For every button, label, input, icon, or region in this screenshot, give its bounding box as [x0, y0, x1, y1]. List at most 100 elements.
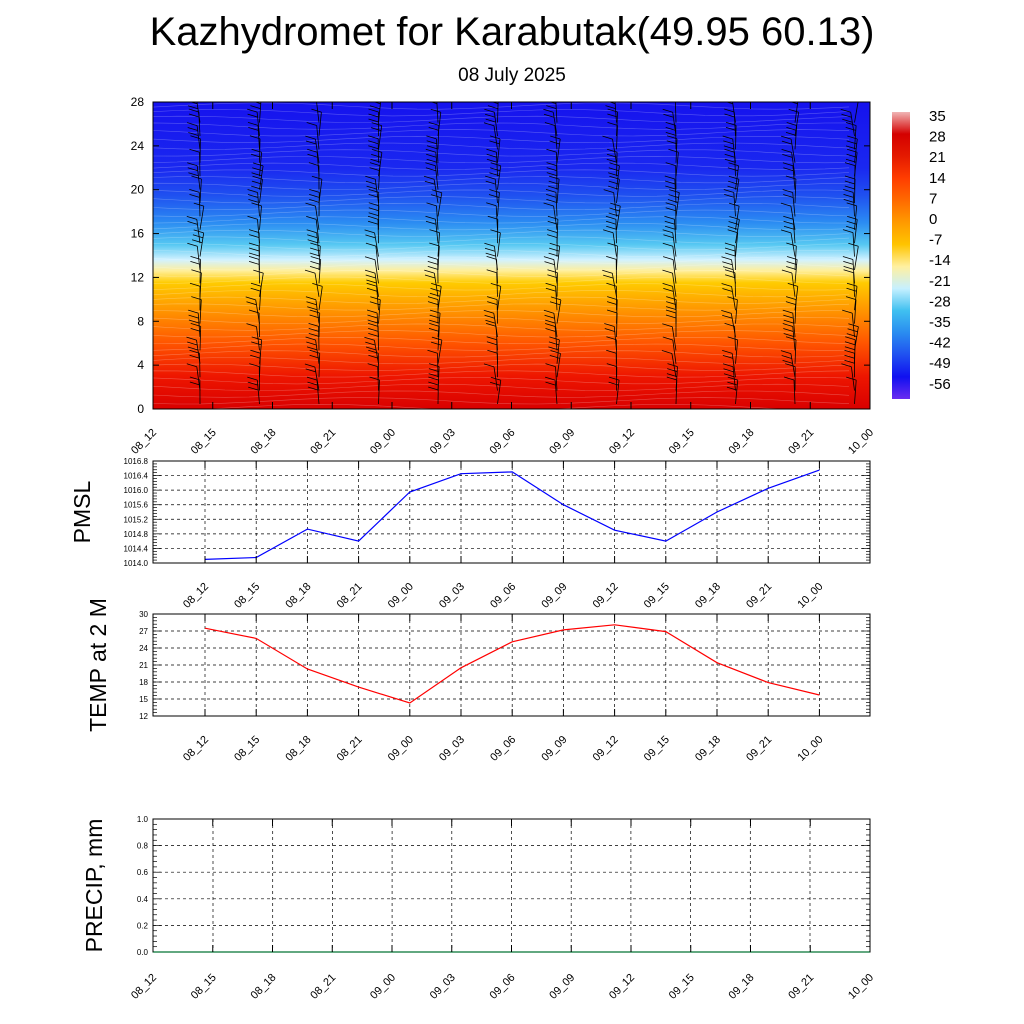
contour-line	[153, 216, 850, 224]
y-tick-label: 1016.8	[124, 457, 149, 466]
wind-barb	[728, 202, 740, 230]
colorbar-label: -35	[929, 314, 951, 331]
contour-line	[153, 403, 788, 409]
x-tick-label: 09_21	[786, 427, 816, 457]
wind-barb	[846, 376, 857, 405]
wind-barb	[306, 216, 320, 244]
wind-barb	[727, 175, 740, 204]
wind-barb	[368, 202, 380, 230]
y-tick-label: 12	[131, 270, 145, 284]
y-tick-label: 1014.0	[124, 559, 149, 568]
y-tick-label: 12	[139, 712, 148, 721]
y-tick-label: 15	[139, 695, 148, 704]
x-tick-label: 08_21	[308, 972, 338, 1002]
wind-barb	[309, 256, 322, 284]
contour-line	[153, 350, 850, 358]
wind-barb	[608, 162, 620, 190]
pmsl-grid	[153, 460, 870, 564]
wind-barb	[485, 175, 498, 204]
wind-barb	[843, 189, 855, 217]
x-tick-label: 09_03	[437, 734, 467, 764]
wind-barb	[604, 323, 617, 351]
x-tick-label: 08_12	[181, 581, 211, 611]
wind-barb	[426, 202, 439, 230]
x-tick-label: 09_00	[386, 581, 416, 611]
wind-barb	[425, 215, 439, 244]
wind-barb	[305, 202, 320, 230]
wind-barb	[484, 108, 498, 137]
wind-barb	[189, 148, 201, 177]
colorbar-label: 21	[929, 149, 946, 166]
wind-barb	[846, 202, 858, 230]
wind-barb	[483, 309, 498, 338]
wind-barb	[246, 323, 260, 351]
wind-barb	[430, 336, 443, 364]
wind-barb	[548, 336, 560, 364]
wind-barb	[307, 148, 320, 177]
contour-line	[153, 303, 850, 311]
x-tick-label: 08_18	[249, 427, 279, 457]
wind-barb	[544, 376, 558, 405]
wind-barb	[548, 175, 560, 204]
wind-barb	[486, 296, 498, 324]
pmsl-axis-title: PMSL	[69, 480, 95, 543]
wind-barb	[423, 175, 439, 204]
wind-barb	[606, 148, 618, 177]
wind-barb	[605, 215, 617, 244]
colorbar-label: -21	[929, 273, 951, 290]
temp2m-axis-title: TEMP at 2 M	[85, 598, 111, 732]
wind-barb	[845, 135, 858, 163]
colorbar-label: -49	[929, 355, 951, 372]
y-tick-label: 24	[131, 139, 145, 153]
wind-barb	[428, 376, 439, 405]
wind-barb	[251, 202, 262, 230]
chart-title: Kazhydromet for Karabutak(49.95 60.13)	[149, 10, 875, 54]
wind-barb	[543, 256, 558, 284]
x-tick-label: 08_21	[335, 734, 365, 764]
y-tick-label: 4	[137, 358, 144, 372]
wind-barb	[780, 135, 796, 163]
contour-line	[153, 202, 850, 211]
y-tick-label: 1014.4	[124, 544, 149, 553]
wind-barb	[430, 108, 442, 137]
colorbar	[892, 112, 910, 399]
wind-barb	[368, 135, 379, 163]
wind-barb	[546, 148, 558, 177]
wind-barb	[186, 122, 201, 150]
wind-barb	[782, 323, 796, 351]
x-tick-label: 10_00	[795, 734, 825, 764]
x-tick-label: 09_18	[693, 734, 723, 764]
wind-barb	[364, 269, 379, 297]
contour-line	[153, 276, 850, 284]
wind-barb	[367, 323, 379, 351]
wind-barb	[188, 309, 201, 338]
colorbar-label: -7	[929, 232, 942, 249]
wind-barb	[844, 175, 856, 204]
x-tick-label: 09_18	[693, 581, 723, 611]
wind-barb	[316, 102, 320, 123]
precip-axis-title: PRECIP, mm	[81, 819, 107, 953]
wind-barb	[602, 229, 617, 257]
wind-barb	[429, 242, 440, 271]
wind-barb	[549, 350, 561, 378]
wind-barb	[428, 363, 440, 391]
wind-barb	[783, 215, 796, 244]
wind-barb	[782, 309, 796, 338]
wind-barb	[249, 135, 261, 163]
wind-barb	[841, 363, 855, 391]
wind-barb	[304, 269, 320, 297]
wind-barb	[664, 215, 677, 244]
wind-barb	[845, 122, 857, 150]
x-tick-label: 08_12	[129, 427, 159, 457]
x-tick-label: 09_15	[642, 581, 672, 611]
contour-line	[153, 196, 850, 204]
wind-barb	[543, 309, 558, 338]
wind-barb	[305, 336, 320, 364]
contour-line	[153, 236, 850, 244]
x-tick-label: 09_09	[547, 427, 577, 457]
wind-barb	[662, 283, 677, 311]
x-tick-label: 09_03	[437, 581, 467, 611]
contour-line	[153, 135, 850, 144]
wind-barb	[545, 189, 558, 217]
